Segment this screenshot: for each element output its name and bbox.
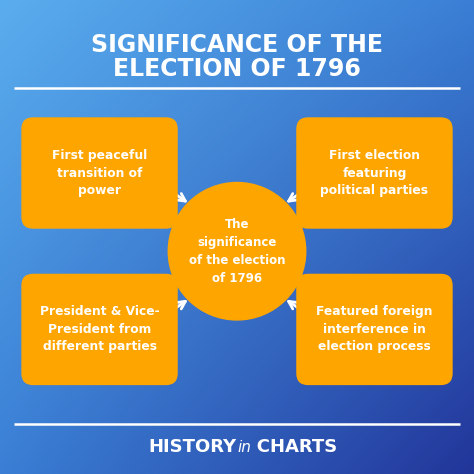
Text: ELECTION OF 1796: ELECTION OF 1796	[113, 57, 361, 81]
FancyBboxPatch shape	[296, 274, 453, 385]
Text: in: in	[238, 440, 252, 455]
Text: Featured foreign
interference in
election process: Featured foreign interference in electio…	[316, 305, 433, 354]
Text: SIGNIFICANCE OF THE: SIGNIFICANCE OF THE	[91, 33, 383, 57]
FancyBboxPatch shape	[21, 274, 178, 385]
FancyBboxPatch shape	[296, 118, 453, 229]
Circle shape	[168, 182, 306, 320]
Text: First peaceful
transition of
power: First peaceful transition of power	[52, 149, 147, 197]
Text: First election
featuring
political parties: First election featuring political parti…	[320, 149, 428, 197]
Text: The
significance
of the election
of 1796: The significance of the election of 1796	[189, 218, 285, 285]
Text: HISTORY: HISTORY	[149, 438, 237, 456]
Text: CHARTS: CHARTS	[238, 438, 337, 456]
FancyBboxPatch shape	[21, 118, 178, 229]
Text: President & Vice-
President from
different parties: President & Vice- President from differe…	[40, 305, 159, 354]
